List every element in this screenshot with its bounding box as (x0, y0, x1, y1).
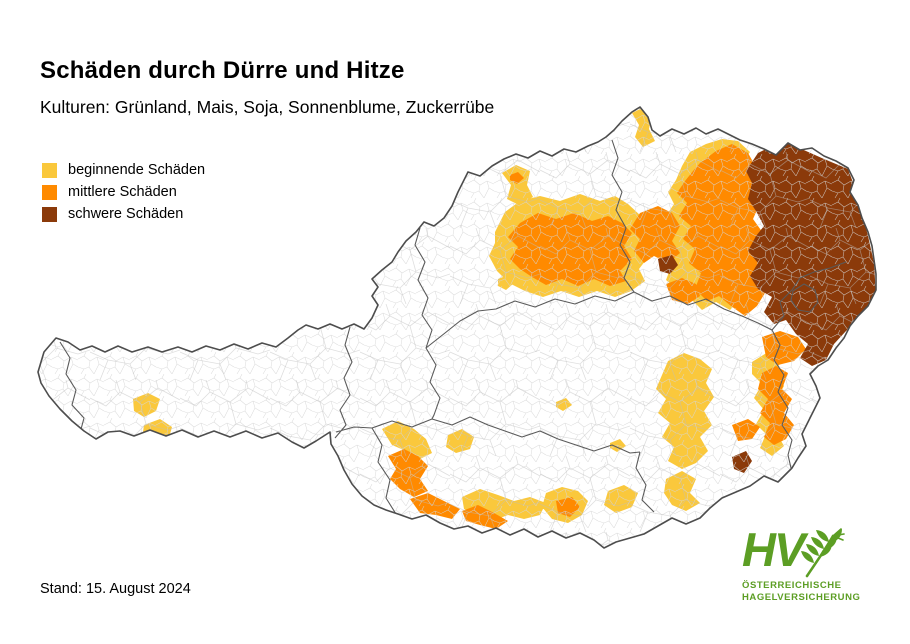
state-borders (59, 139, 847, 515)
legend: beginnende Schäden mittlere Schäden schw… (42, 159, 205, 225)
page-title: Schäden durch Dürre und Hitze (40, 57, 405, 84)
logo-top-row: HV (742, 523, 882, 578)
legend-item-mittel: mittlere Schäden (42, 181, 205, 203)
company-logo: HV ÖSTERREICHISCHE HAGELVERSICHERUNG (742, 523, 882, 604)
legend-swatch-schwer (42, 206, 57, 222)
austria-outline (37, 106, 877, 549)
legend-label-schwer: schwere Schäden (68, 206, 184, 222)
wheat-ear-icon (801, 528, 846, 578)
logo-abbreviation: HV (742, 523, 805, 576)
page-subtitle: Kulturen: Grünland, Mais, Soja, Sonnenbl… (40, 97, 495, 117)
legend-swatch-mittel (42, 184, 57, 200)
logo-line2: HAGELVERSICHERUNG (742, 592, 861, 603)
legend-item-beginnend: beginnende Schäden (42, 159, 205, 181)
date-stamp: Stand: 15. August 2024 (40, 581, 191, 597)
legend-item-schwer: schwere Schäden (42, 203, 205, 225)
legend-swatch-beginnend (42, 162, 57, 178)
legend-label-mittel: mittlere Schäden (68, 184, 177, 200)
logo-line1: ÖSTERREICHISCHE (742, 580, 842, 591)
legend-label-beginnend: beginnende Schäden (68, 162, 206, 178)
